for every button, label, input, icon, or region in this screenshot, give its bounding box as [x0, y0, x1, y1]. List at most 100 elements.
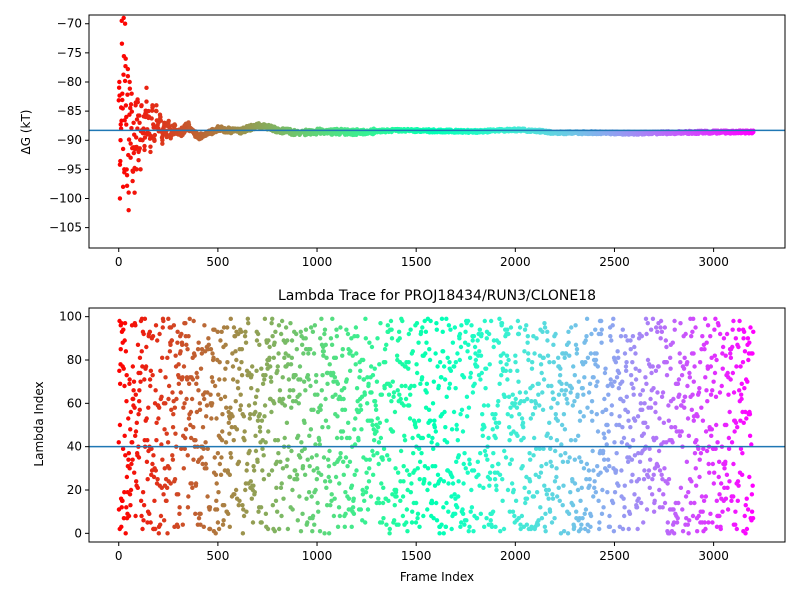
lambda-point	[741, 329, 747, 335]
lambda-point	[247, 448, 252, 454]
lambda-point	[312, 522, 317, 527]
lambda-point	[468, 509, 473, 514]
lambda-point	[391, 394, 396, 400]
lambda-point	[538, 362, 544, 367]
lambda-point	[521, 435, 526, 441]
lambda-point	[718, 526, 723, 532]
lambda-point	[122, 433, 127, 439]
delta-g-point	[137, 146, 142, 151]
lambda-point	[128, 487, 134, 493]
lambda-point	[599, 327, 604, 332]
lambda-point	[425, 466, 431, 471]
lambda-point	[434, 518, 440, 523]
lambda-point	[609, 403, 615, 408]
lambda-point	[126, 457, 131, 462]
lambda-point	[384, 342, 389, 348]
lambda-point	[519, 416, 525, 421]
y-tick-label: −70	[57, 17, 82, 31]
lambda-point	[467, 461, 472, 467]
lambda-point	[707, 470, 712, 475]
lambda-point	[691, 351, 696, 356]
lambda-point	[626, 418, 631, 423]
lambda-point	[127, 381, 132, 387]
lambda-point	[161, 518, 167, 523]
lambda-point	[449, 427, 455, 432]
x-tick-label: 0	[115, 255, 123, 269]
lambda-point	[309, 455, 315, 460]
lambda-point	[702, 520, 707, 525]
lambda-point	[276, 323, 282, 328]
lambda-point	[584, 333, 589, 339]
lambda-point	[352, 427, 357, 432]
lambda-point	[531, 453, 536, 458]
lambda-point	[531, 494, 537, 499]
lambda-point	[550, 492, 555, 497]
lambda-point	[638, 401, 644, 406]
lambda-point	[432, 424, 438, 430]
lambda-point	[599, 340, 604, 345]
lambda-point	[716, 323, 721, 328]
lambda-point	[250, 520, 256, 525]
lambda-point	[382, 346, 388, 352]
lambda-point	[251, 463, 256, 469]
lambda-point	[454, 422, 459, 428]
lambda-point	[308, 427, 314, 432]
lambda-point	[314, 372, 319, 378]
lambda-point	[724, 422, 729, 428]
lambda-point	[214, 507, 220, 512]
lambda-point	[524, 323, 529, 328]
lambda-point	[446, 481, 451, 486]
lambda-point	[335, 414, 340, 419]
lambda-point	[257, 342, 262, 348]
lambda-point	[735, 424, 740, 430]
lambda-point	[657, 487, 662, 493]
lambda-point	[470, 390, 476, 395]
lambda-point	[220, 429, 225, 434]
lambda-point	[626, 526, 631, 532]
lambda-point	[344, 327, 349, 332]
lambda-point	[322, 479, 328, 484]
lambda-point	[551, 396, 557, 402]
lambda-point	[372, 366, 377, 371]
lambda-point	[620, 327, 625, 332]
lambda-point	[408, 392, 413, 397]
lambda-point	[515, 368, 520, 374]
lambda-point	[719, 383, 724, 389]
lambda-point	[509, 481, 515, 486]
lambda-point	[133, 433, 138, 439]
lambda-point	[408, 327, 413, 332]
lambda-point	[260, 381, 266, 387]
lambda-point	[675, 515, 680, 521]
lambda-point	[326, 424, 331, 430]
lambda-point	[159, 355, 165, 361]
lambda-point	[618, 333, 624, 339]
lambda-point	[397, 336, 402, 341]
lambda-point	[214, 498, 219, 504]
lambda-point	[471, 468, 477, 473]
lambda-point	[460, 429, 466, 434]
x-tick-label: 500	[206, 255, 229, 269]
lambda-point	[697, 359, 703, 365]
lambda-point	[596, 498, 601, 504]
lambda-point	[610, 500, 616, 506]
y-tick-label: −95	[57, 162, 82, 176]
lambda-point	[271, 355, 277, 361]
lambda-point	[121, 327, 126, 332]
lambda-point	[209, 375, 215, 380]
lambda-point	[485, 457, 490, 462]
lambda-point	[594, 383, 599, 389]
lambda-point	[419, 375, 425, 380]
lambda-point	[131, 396, 136, 402]
lambda-point	[544, 461, 549, 467]
lambda-point	[471, 528, 476, 534]
lambda-point	[491, 344, 496, 350]
lambda-point	[573, 437, 578, 443]
lambda-point	[622, 483, 627, 488]
lambda-index-y-axis-label: Lambda Index	[32, 381, 46, 466]
lambda-point	[503, 368, 509, 374]
lambda-point	[539, 370, 544, 376]
lambda-point	[132, 470, 137, 475]
lambda-point	[694, 437, 699, 443]
delta-g-point	[149, 108, 155, 113]
lambda-point	[650, 316, 656, 322]
